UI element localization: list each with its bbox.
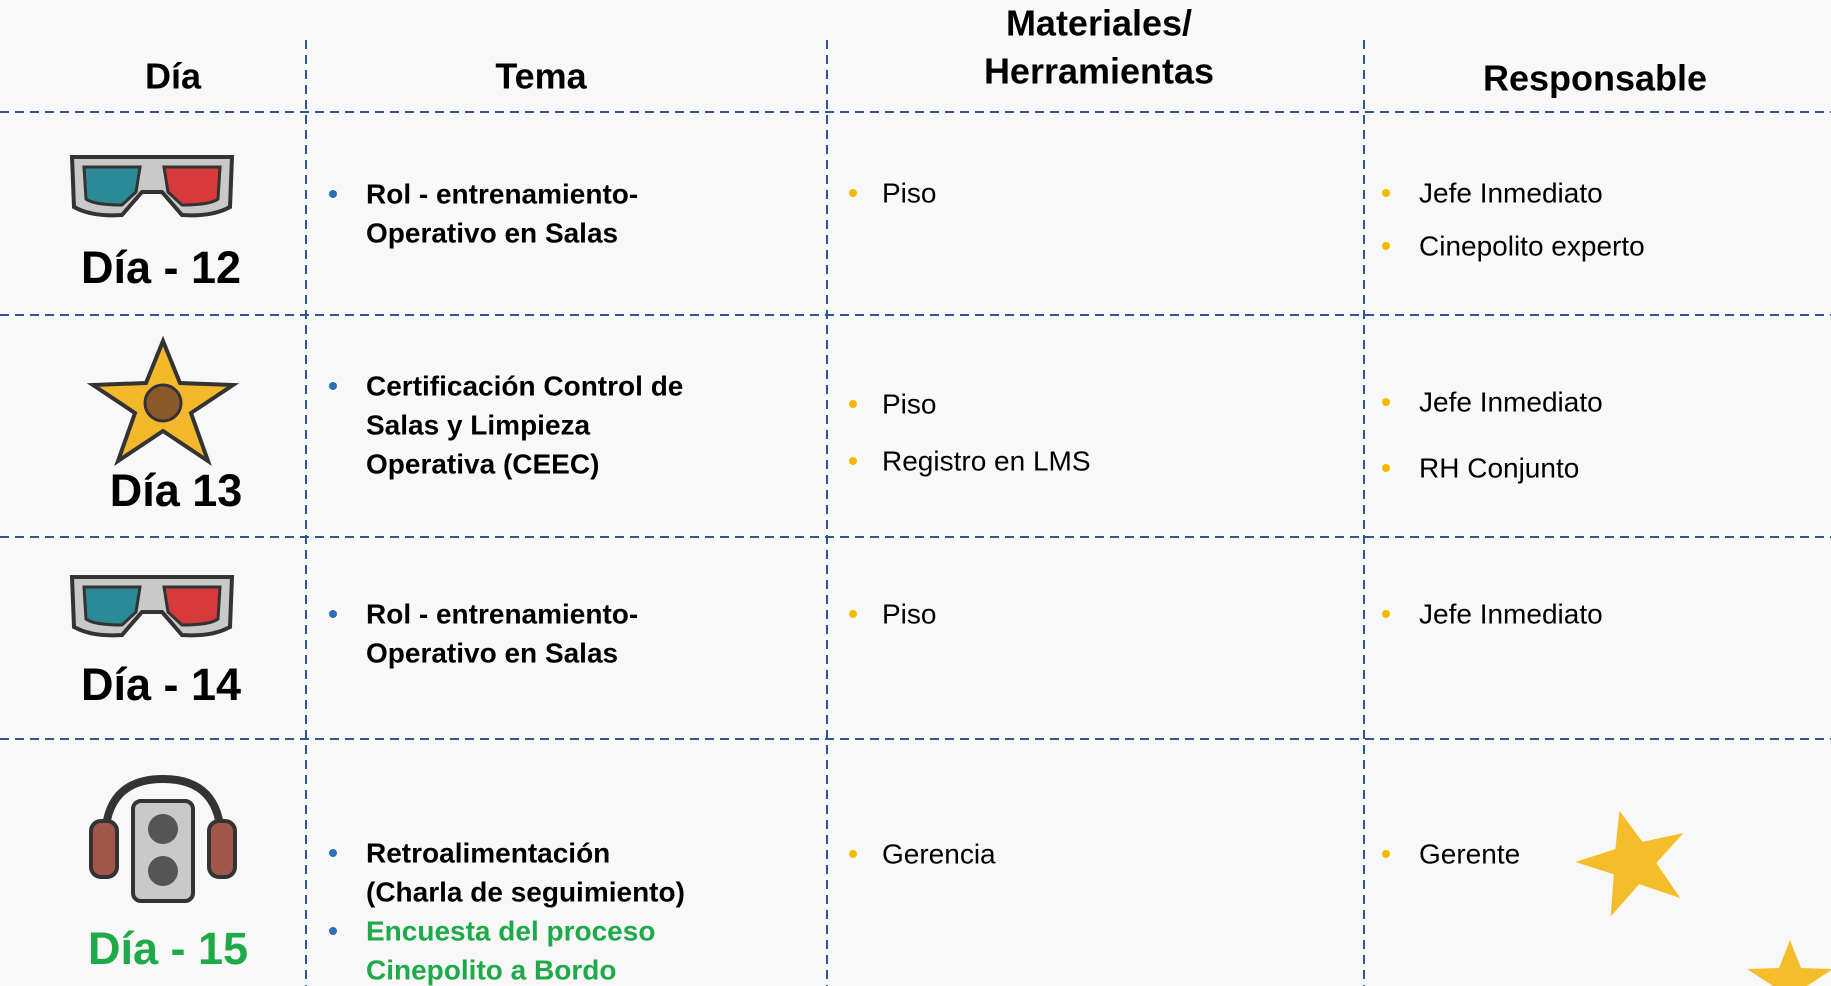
tema-item: Operativa (CEEC) xyxy=(366,448,599,479)
tema-item: Operativo en Salas xyxy=(366,637,618,668)
bullet xyxy=(1382,398,1390,406)
tema-item: Salas y Limpieza xyxy=(366,409,591,440)
responsable-item: Jefe Inmediato xyxy=(1419,386,1603,417)
tema-item: Certificación Control de xyxy=(366,370,683,401)
bullet xyxy=(329,849,337,857)
tema-item: (Charla de seguimiento) xyxy=(366,876,685,907)
bullet xyxy=(1382,242,1390,250)
tema-item: Rol - entrenamiento- xyxy=(366,598,638,629)
bullet xyxy=(849,457,857,465)
tema-item: Rol - entrenamiento- xyxy=(366,178,638,209)
day-label: Día - 15 xyxy=(88,923,248,974)
responsable-item: RH Conjunto xyxy=(1419,452,1579,483)
bullet xyxy=(329,382,337,390)
column-header: Herramientas xyxy=(984,51,1214,92)
tema-item: Operativo en Salas xyxy=(366,217,618,248)
star-decoration xyxy=(1575,810,1684,917)
star-icon xyxy=(86,335,240,466)
column-header: Tema xyxy=(495,56,587,97)
column-header: Responsable xyxy=(1483,58,1707,99)
bullet xyxy=(849,850,857,858)
star-decoration xyxy=(1747,940,1831,986)
bullet xyxy=(849,400,857,408)
bullet xyxy=(329,927,337,935)
bullet xyxy=(1382,850,1390,858)
tema-item: Cinepolito a Bordo xyxy=(366,954,616,985)
tema-item: Retroalimentación xyxy=(366,837,610,868)
bullet xyxy=(1382,189,1390,197)
bullet xyxy=(849,610,857,618)
day-label: Día - 12 xyxy=(81,242,241,293)
column-header: Día xyxy=(145,56,202,97)
materiales-item: Piso xyxy=(882,598,936,629)
bullet xyxy=(1382,464,1390,472)
column-header: Materiales/ xyxy=(1006,3,1192,44)
glasses-icon xyxy=(70,155,234,218)
materiales-item: Piso xyxy=(882,388,936,419)
day-label: Día 13 xyxy=(110,465,243,516)
materiales-item: Gerencia xyxy=(882,838,996,869)
responsable-item: Jefe Inmediato xyxy=(1419,177,1603,208)
day-label: Día - 14 xyxy=(81,659,241,710)
bullet xyxy=(1382,610,1390,618)
bullet xyxy=(329,610,337,618)
materiales-item: Piso xyxy=(882,177,936,208)
glasses-icon xyxy=(70,575,234,638)
materiales-item: Registro en LMS xyxy=(882,445,1091,476)
tema-item: Encuesta del proceso xyxy=(366,915,655,946)
responsable-item: Cinepolito experto xyxy=(1419,230,1645,261)
responsable-item: Jefe Inmediato xyxy=(1419,598,1603,629)
responsable-item: Gerente xyxy=(1419,838,1520,869)
bullet xyxy=(329,190,337,198)
background-lines xyxy=(0,40,1831,986)
headphones-icon xyxy=(89,774,237,903)
bullet xyxy=(849,189,857,197)
